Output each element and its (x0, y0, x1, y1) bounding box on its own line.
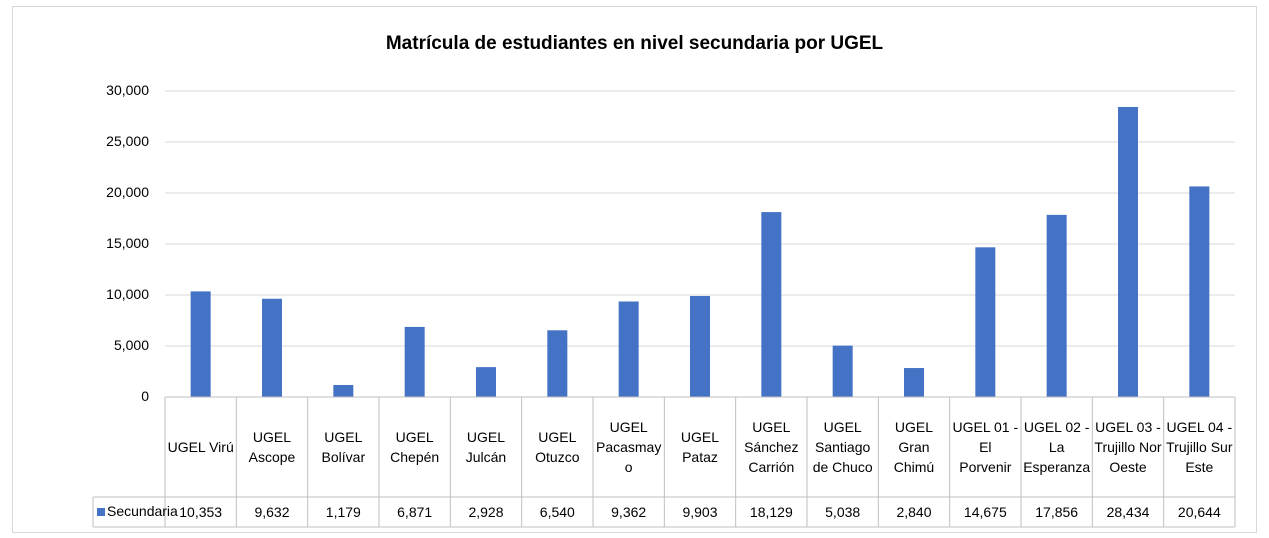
value-label: 9,903 (682, 504, 718, 520)
value-label: 6,540 (539, 504, 575, 520)
bar (1118, 106, 1138, 397)
category-label: UGEL 04 - Trujillo Sur Este (1166, 419, 1233, 475)
category-label: UGEL Gran Chimú (893, 419, 935, 475)
y-tick-label: 0 (141, 388, 149, 404)
y-tick-label: 30,000 (106, 82, 149, 98)
category-label: UGEL Chepén (390, 429, 440, 465)
legend-swatch (97, 508, 105, 516)
chart-border (12, 6, 1257, 533)
y-tick-label: 5,000 (113, 337, 149, 353)
category-label: UGEL Bolívar (321, 429, 366, 465)
category-label: UGEL Ascope (248, 429, 296, 465)
bar (476, 367, 496, 397)
bar (333, 384, 354, 397)
category-label: UGEL 01 - El Porvenir (952, 419, 1019, 475)
value-label: 20,644 (1177, 504, 1221, 520)
value-label: 10,353 (179, 504, 223, 520)
value-label: 14,675 (963, 504, 1007, 520)
bar (547, 330, 568, 397)
y-tick-label: 20,000 (106, 184, 149, 200)
y-tick-label: 10,000 (106, 286, 149, 302)
value-label: 9,632 (254, 504, 290, 520)
bar (1046, 214, 1067, 397)
value-label: 18,129 (749, 504, 793, 520)
category-label: UGEL 02 - La Esperanza (1023, 419, 1091, 475)
bar (618, 301, 639, 397)
value-label: 2,840 (896, 504, 932, 520)
bar (1189, 186, 1210, 397)
value-label: 6,871 (397, 504, 433, 520)
bar (690, 295, 710, 397)
category-label: UGEL 03 - Trujillo Nor Oeste (1094, 419, 1162, 475)
bar (761, 212, 782, 397)
bar (975, 247, 996, 397)
category-label: UGEL Julcán (465, 429, 507, 465)
bar (190, 291, 211, 397)
value-label: 2,928 (468, 504, 504, 520)
category-label: UGEL Otuzco (535, 429, 580, 465)
category-label: UGEL Sánchez Carrión (744, 419, 799, 475)
category-label: UGEL Pacasmayo (595, 419, 662, 475)
chart-title: Matrícula de estudiantes en nivel secund… (385, 33, 884, 54)
bar (904, 368, 924, 397)
category-label: UGEL Pataz (680, 429, 720, 465)
value-label: 5,038 (825, 504, 861, 520)
category-label: UGEL Virú (167, 439, 234, 455)
category-label: UGEL Santiago de Chuco (812, 419, 873, 475)
value-label: 1,179 (325, 504, 361, 520)
y-tick-label: 25,000 (106, 133, 149, 149)
legend-label: Secundaria (107, 503, 178, 519)
y-tick-label: 15,000 (106, 235, 149, 251)
value-label: 17,856 (1035, 504, 1079, 520)
value-label: 9,362 (611, 504, 647, 520)
bar (262, 298, 282, 397)
bar (404, 326, 425, 397)
bar (832, 345, 853, 397)
value-label: 28,434 (1106, 504, 1150, 520)
